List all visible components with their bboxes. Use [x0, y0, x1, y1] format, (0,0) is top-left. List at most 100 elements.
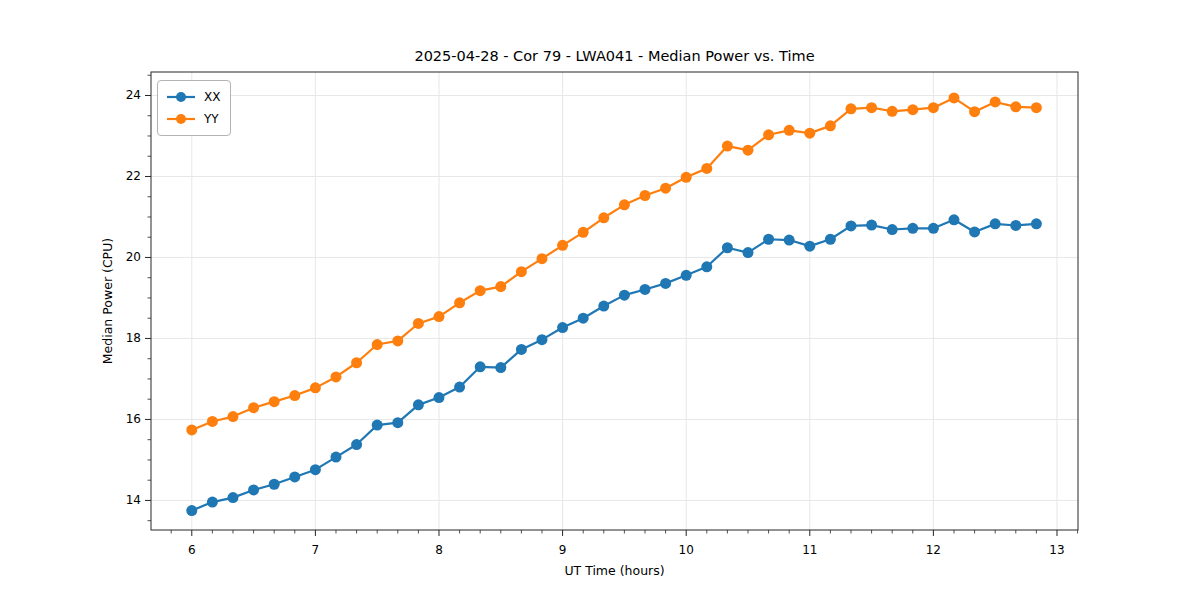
series-yy-marker — [495, 281, 506, 292]
series-xx-marker — [248, 484, 259, 495]
series-yy-marker — [310, 382, 321, 393]
x-tick-label: 10 — [679, 543, 694, 557]
series-xx-marker — [351, 439, 362, 450]
series-yy-marker — [536, 253, 547, 264]
series-yy-marker — [372, 339, 383, 350]
legend-sample-xx-icon — [166, 90, 196, 104]
series-yy-marker — [557, 240, 568, 251]
series-yy-marker — [351, 357, 362, 368]
series-yy-marker — [433, 311, 444, 322]
series-xx-marker — [907, 223, 918, 234]
x-tick-label: 6 — [188, 543, 196, 557]
series-xx-marker — [763, 234, 774, 245]
series-xx-marker — [804, 241, 815, 252]
series-xx-marker — [557, 322, 568, 333]
legend-label-yy: YY — [204, 112, 219, 126]
y-tick-label: 14 — [126, 493, 141, 507]
x-tick-label: 12 — [926, 543, 941, 557]
series-yy-marker — [227, 411, 238, 422]
series-yy-marker — [887, 106, 898, 117]
series-xx-marker — [186, 505, 197, 516]
x-tick-label: 9 — [559, 543, 567, 557]
series-yy-marker — [948, 92, 959, 103]
series-yy-marker — [454, 297, 465, 308]
series-yy-marker — [392, 335, 403, 346]
y-tick-label: 22 — [126, 169, 141, 183]
series-xx-marker — [578, 313, 589, 324]
series-xx-marker — [413, 399, 424, 410]
series-xx-marker — [330, 452, 341, 463]
x-tick-label: 7 — [312, 543, 320, 557]
series-xx-marker — [948, 214, 959, 225]
series-yy-marker — [413, 318, 424, 329]
series-yy-marker — [866, 102, 877, 113]
y-axis-ticks: 141618202224 — [126, 88, 151, 507]
series-yy-marker — [1010, 101, 1021, 112]
series-xx-marker — [928, 223, 939, 234]
series-xx-marker — [310, 464, 321, 475]
series-xx-marker — [701, 261, 712, 272]
x-tick-label: 13 — [1049, 543, 1064, 557]
series-yy-marker — [578, 227, 589, 238]
y-tick-label: 24 — [126, 88, 141, 102]
series-yy-marker — [990, 96, 1001, 107]
series-yy-marker — [907, 104, 918, 115]
chart-title: 2025-04-28 - Cor 79 - LWA041 - Median Po… — [151, 48, 1078, 64]
series-xx-marker — [990, 218, 1001, 229]
series-xx-marker — [207, 497, 218, 508]
series-yy-marker — [289, 390, 300, 401]
series-xx-marker — [784, 235, 795, 246]
series-yy-marker — [639, 190, 650, 201]
series-yy-marker — [207, 416, 218, 427]
series-xx-marker — [619, 290, 630, 301]
series-yy-marker — [928, 102, 939, 113]
series-yy-marker — [804, 128, 815, 139]
series-xx-marker — [845, 220, 856, 231]
series-yy-line — [192, 98, 1037, 430]
series-xx-marker — [372, 420, 383, 431]
series-xx-marker — [536, 334, 547, 345]
series-yy-marker — [681, 172, 692, 183]
series-yy-marker — [186, 424, 197, 435]
series-yy-marker — [742, 145, 753, 156]
series-yy-marker — [845, 103, 856, 114]
series-yy-marker — [330, 371, 341, 382]
series-xx-marker — [227, 492, 238, 503]
series-xx — [186, 214, 1042, 516]
x-tick-label: 11 — [802, 543, 817, 557]
x-tick-label: 8 — [435, 543, 443, 557]
legend-item-xx: XX — [166, 86, 220, 108]
series-yy-marker — [269, 396, 280, 407]
series-xx-marker — [681, 270, 692, 281]
chart-figure: 678910111213141618202224 2025-04-28 - Co… — [0, 0, 1200, 600]
series-yy-marker — [969, 106, 980, 117]
series-xx-marker — [660, 278, 671, 289]
series-xx-marker — [392, 417, 403, 428]
series-yy — [186, 92, 1042, 435]
y-tick-label: 20 — [126, 250, 141, 264]
series-yy-marker — [701, 163, 712, 174]
series-xx-marker — [475, 361, 486, 372]
x-axis-ticks: 6 7 8 9 10 11 12 13 — [188, 530, 1065, 557]
legend: XX YY — [157, 80, 231, 136]
series-xx-marker — [722, 242, 733, 253]
series-xx-marker — [639, 284, 650, 295]
legend-label-xx: XX — [204, 90, 220, 104]
series-xx-marker — [269, 479, 280, 490]
x-axis-label: UT Time (hours) — [151, 563, 1078, 578]
series-xx-marker — [454, 382, 465, 393]
y-tick-label: 16 — [126, 412, 141, 426]
series-xx-marker — [433, 392, 444, 403]
series-yy-marker — [475, 285, 486, 296]
series-xx-marker — [1031, 218, 1042, 229]
series-yy-marker — [619, 199, 630, 210]
series-yy-marker — [516, 266, 527, 277]
series-yy-marker — [598, 212, 609, 223]
series-xx-marker — [887, 224, 898, 235]
series-yy-marker — [722, 141, 733, 152]
series-xx-marker — [516, 344, 527, 355]
series-xx-marker — [289, 471, 300, 482]
legend-item-yy: YY — [166, 108, 220, 130]
series-xx-marker — [969, 226, 980, 237]
series-xx-marker — [598, 301, 609, 312]
